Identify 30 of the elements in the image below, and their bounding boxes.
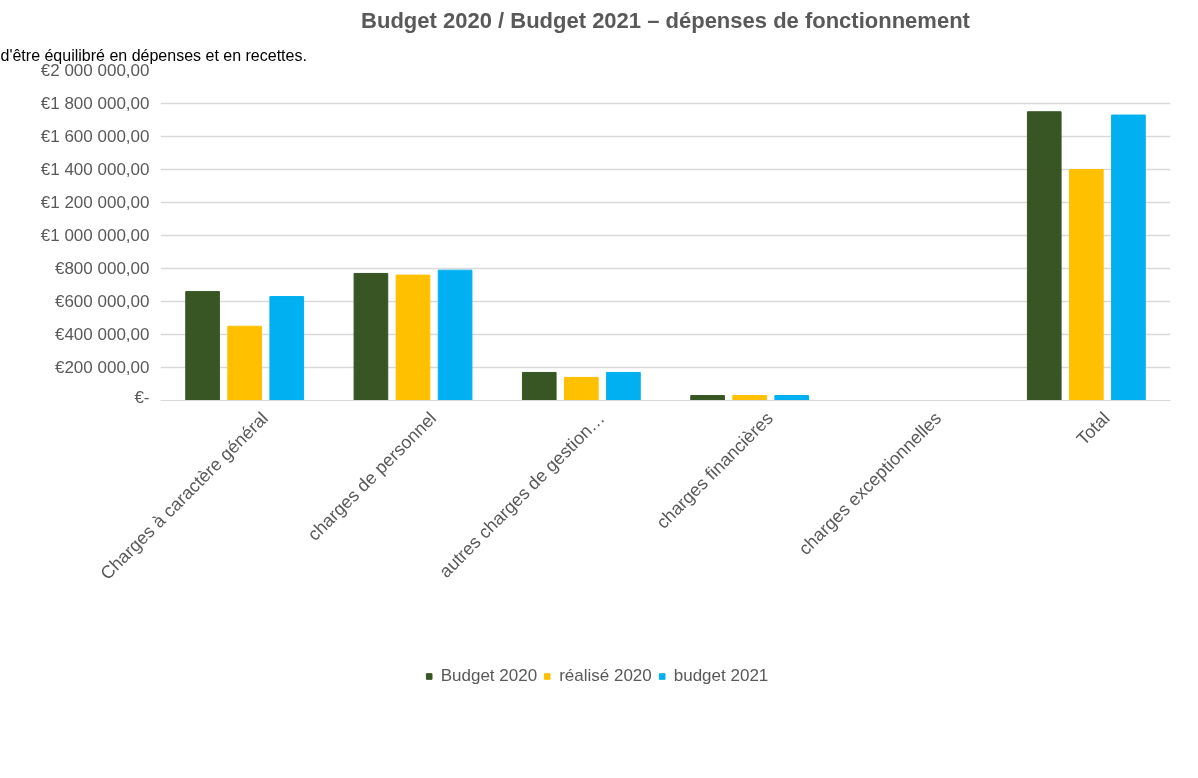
bar <box>1111 114 1146 401</box>
y-tick-label: €1 600 000,00 <box>40 127 150 146</box>
y-tick-label: €1 000 000,00 <box>40 226 150 245</box>
bar <box>353 272 389 401</box>
y-tick-label: €1 200 000,00 <box>40 193 150 212</box>
bar <box>437 269 473 401</box>
bar <box>564 376 599 401</box>
legend-label: Budget 2020 <box>440 666 538 686</box>
bar <box>395 274 431 401</box>
chart-title: Budget 2020 / Budget 2021 – dépenses de fonctionnement <box>361 7 971 33</box>
bar <box>1026 111 1062 401</box>
bar <box>269 296 305 401</box>
bar <box>521 371 557 401</box>
text: d'être équilibré en dépenses et en recettes. <box>0 46 307 64</box>
y-tick-label: €400 000,00 <box>54 325 150 344</box>
legend-label: budget 2021 <box>673 666 769 686</box>
y-tick-label: €600 000,00 <box>54 292 150 311</box>
bar <box>606 371 641 401</box>
y-tick-label: €200 000,00 <box>54 358 150 377</box>
y-tick-label: €1 400 000,00 <box>40 160 150 179</box>
y-tick-label: €1 800 000,00 <box>40 94 150 113</box>
bar <box>690 395 725 401</box>
bar <box>227 325 262 401</box>
y-tick-label: €- <box>134 387 150 407</box>
y-tick-label: €800 000,00 <box>54 259 150 278</box>
bar <box>1069 169 1104 401</box>
bar <box>732 395 767 401</box>
legend-label: réalisé 2020 <box>559 666 652 686</box>
bar <box>185 291 220 401</box>
bar <box>774 395 810 401</box>
